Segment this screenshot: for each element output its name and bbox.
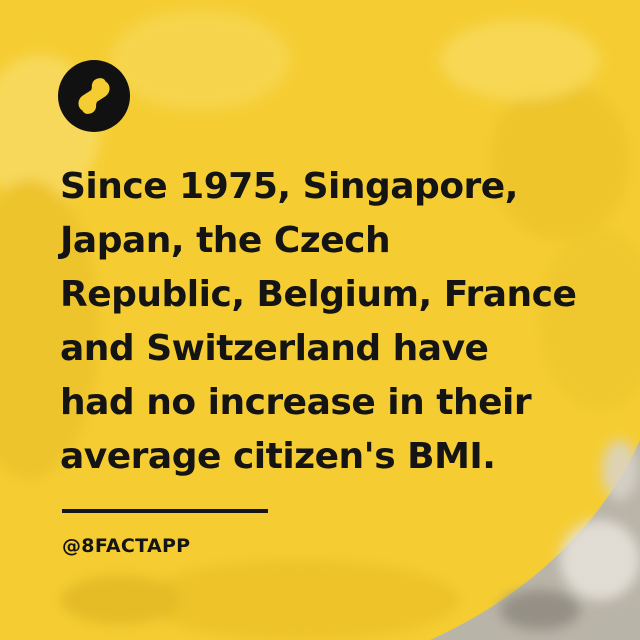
brand-logo bbox=[58, 60, 130, 132]
fact-line: Since 1975, Singapore, bbox=[60, 166, 518, 207]
fact-line: had no increase in their bbox=[60, 382, 532, 423]
fact-line: average citizen's BMI. bbox=[60, 436, 496, 477]
infinity-eight-icon bbox=[78, 78, 110, 114]
fact-line: and Switzerland have bbox=[60, 328, 489, 369]
social-handle: @8FACTAPP bbox=[62, 535, 191, 557]
fact-line: Japan, the Czech bbox=[60, 220, 391, 261]
divider bbox=[62, 509, 268, 513]
fact-line: Republic, Belgium, France bbox=[60, 274, 577, 315]
fact-text: Since 1975, Singapore, Japan, the Czech … bbox=[60, 160, 600, 484]
